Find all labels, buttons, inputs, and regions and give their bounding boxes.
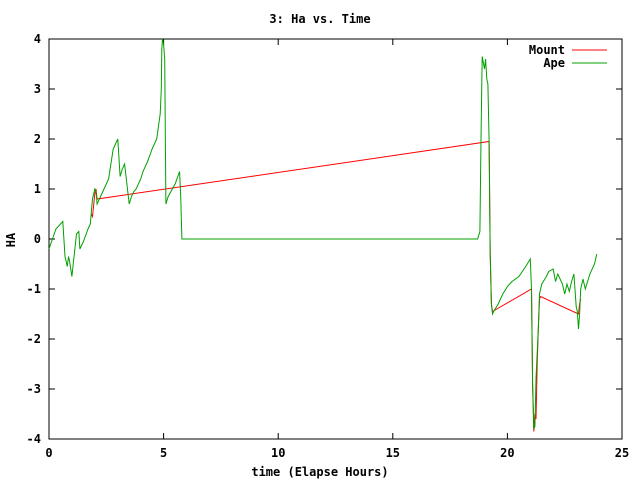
y-axis-label: HA (4, 232, 18, 248)
y-tick-label: 4 (34, 32, 41, 46)
y-axis: -4 -3 -2 -1 0 1 2 3 4 (27, 32, 622, 446)
legend-label-ape: Ape (543, 56, 565, 70)
chart-title: 3: Ha vs. Time (269, 12, 371, 26)
x-tick-label: 10 (271, 446, 285, 460)
series-line-ape (48, 38, 598, 430)
y-tick-label: -4 (27, 432, 41, 446)
y-tick-label: 0 (34, 232, 41, 246)
y-tick-label: -2 (27, 332, 41, 346)
y-tick-label: -1 (27, 282, 41, 296)
x-axis-label: time (Elapse Hours) (251, 465, 389, 479)
legend-label-mount: Mount (529, 43, 565, 57)
plot-lines (48, 38, 598, 432)
y-tick-label: 3 (34, 82, 41, 96)
x-tick-label: 0 (45, 446, 52, 460)
x-axis: 0 5 10 15 20 25 (45, 39, 629, 460)
x-tick-label: 15 (386, 446, 400, 460)
y-tick-label: 1 (34, 182, 41, 196)
x-tick-label: 25 (615, 446, 629, 460)
y-tick-label: -3 (27, 382, 41, 396)
y-tick-label: 2 (34, 132, 41, 146)
x-tick-label: 5 (160, 446, 167, 460)
x-tick-label: 20 (500, 446, 514, 460)
